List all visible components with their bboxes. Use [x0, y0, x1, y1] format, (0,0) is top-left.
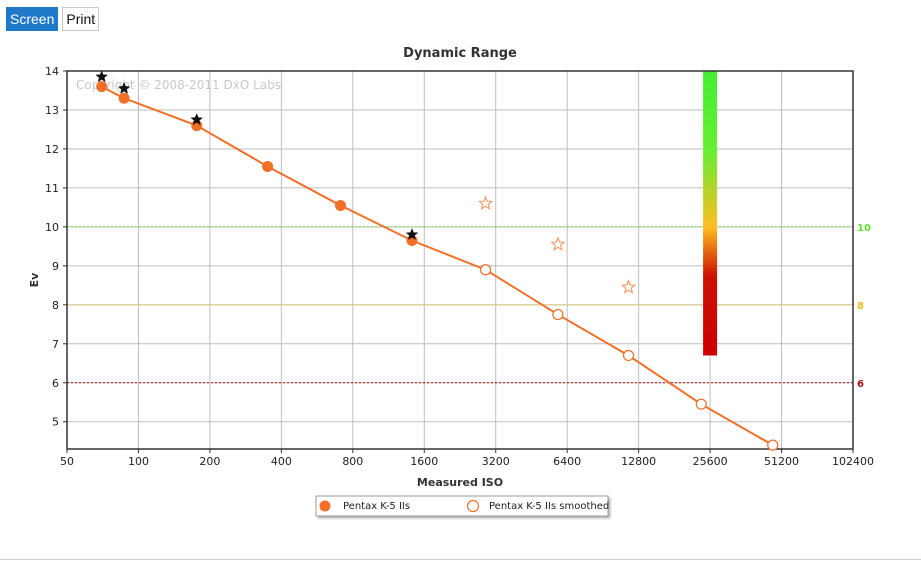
x-tick-label: 200 — [199, 455, 220, 468]
threshold-lines: 10 8 6 — [67, 223, 871, 390]
x-tick-label: 3200 — [482, 455, 510, 468]
x-tick-label: 800 — [342, 455, 363, 468]
data-point-open — [479, 264, 492, 276]
y-axis-label: Ev — [28, 272, 41, 288]
legend-label-series-1: Pentax K-5 IIs — [343, 501, 410, 512]
view-mode-tabs: Screen Print — [6, 7, 100, 31]
y-tick-label: 11 — [45, 182, 59, 195]
x-tick-labels: 50 100 200 400 800 1600 3200 6400 12800 25600 5120… — [60, 449, 874, 468]
data-point-filled — [335, 199, 347, 211]
x-tick-label: 1600 — [410, 455, 438, 468]
data-point-open — [767, 439, 779, 451]
data-series — [95, 70, 779, 451]
threshold-label: 8 — [857, 301, 864, 312]
data-point-filled — [118, 92, 130, 104]
y-tick-labels: 5 6 7 8 9 10 11 12 13 14 — [45, 65, 67, 429]
x-tick-label: 100 — [128, 455, 149, 468]
data-point-open — [552, 308, 564, 321]
y-tick-label: 12 — [45, 143, 59, 156]
y-tick-label: 9 — [52, 260, 59, 273]
threshold-label: 6 — [857, 379, 864, 390]
y-tick-label: 6 — [52, 377, 59, 390]
star-marker-black — [95, 70, 109, 83]
legend-label-series-2: Pentax K-5 IIs smoothed — [489, 501, 609, 512]
x-tick-label: 51200 — [764, 455, 799, 468]
x-tick-label: 400 — [271, 455, 292, 468]
data-point-open — [695, 398, 707, 410]
y-tick-label: 5 — [52, 416, 59, 429]
star-marker-open — [477, 195, 494, 211]
dr-gauge-bar — [703, 71, 718, 356]
threshold-label: 10 — [857, 223, 871, 234]
data-point-filled — [262, 160, 274, 172]
star-marker-open — [620, 279, 637, 294]
x-tick-label: 12800 — [621, 455, 656, 468]
legend-marker-filled — [319, 500, 331, 512]
star-marker-open — [550, 236, 566, 252]
x-tick-label: 6400 — [553, 455, 581, 468]
y-tick-label: 8 — [52, 299, 59, 312]
y-tick-label: 7 — [52, 338, 59, 351]
legend-box — [315, 495, 609, 517]
data-point-open — [622, 349, 635, 362]
y-tick-label: 10 — [45, 221, 59, 234]
bottom-divider — [0, 559, 921, 560]
y-tick-label: 14 — [45, 65, 59, 78]
tab-print[interactable]: Print — [62, 7, 100, 31]
legend-marker-open — [466, 499, 480, 513]
x-tick-label: 50 — [60, 455, 74, 468]
x-axis-label: Measured ISO — [417, 476, 503, 489]
x-tick-label: 25600 — [693, 455, 728, 468]
star-marker-black — [190, 113, 204, 126]
plot-frame — [66, 70, 854, 450]
legend: Pentax K-5 IIs Pentax K-5 IIs smoothed — [315, 495, 609, 517]
tab-screen[interactable]: Screen — [6, 7, 59, 31]
chart-title: Dynamic Range — [403, 46, 517, 61]
x-tick-label: 102400 — [832, 455, 874, 468]
star-marker-black — [405, 228, 419, 241]
star-marker-black — [117, 81, 131, 94]
y-tick-label: 13 — [45, 104, 59, 117]
data-point-filled — [96, 81, 108, 93]
